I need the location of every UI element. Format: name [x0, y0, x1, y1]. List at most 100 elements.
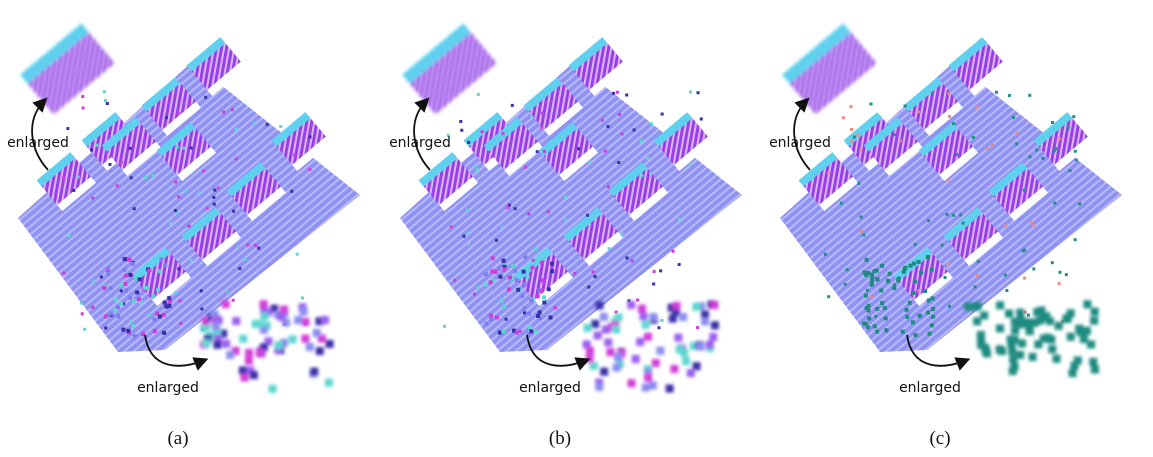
inset-point — [306, 343, 314, 351]
point — [80, 301, 83, 304]
point — [844, 283, 847, 286]
point — [93, 280, 96, 283]
inset-point — [1062, 315, 1070, 323]
panel: enlargedenlarged(c) — [769, 23, 1122, 449]
inset-point — [1033, 308, 1041, 316]
tree-point — [927, 332, 931, 336]
point — [986, 147, 989, 150]
point — [973, 285, 976, 288]
tree-point — [870, 279, 874, 283]
point — [466, 209, 469, 212]
panel: enlargedenlarged(a) — [7, 23, 360, 449]
tree-point — [931, 296, 935, 300]
point — [948, 305, 951, 308]
tree-point — [862, 322, 866, 326]
tree-point — [137, 297, 141, 301]
tree-point — [873, 324, 877, 328]
inset-point — [1025, 325, 1033, 333]
point — [608, 247, 611, 250]
point — [523, 311, 526, 314]
point — [462, 235, 465, 238]
point — [1072, 115, 1075, 118]
point — [244, 257, 247, 260]
inset-point — [701, 317, 709, 325]
point — [202, 169, 205, 172]
point — [450, 225, 453, 228]
point — [169, 222, 172, 225]
point — [120, 161, 123, 164]
tree-point — [525, 266, 529, 270]
tree-point — [883, 306, 887, 310]
point — [959, 213, 962, 216]
tree-point — [143, 286, 147, 290]
point — [148, 313, 151, 316]
inset-point — [316, 347, 324, 355]
point — [601, 119, 604, 122]
tree-point — [515, 278, 519, 282]
inset-point — [260, 300, 268, 308]
inset-point — [649, 313, 657, 321]
tree-point — [886, 279, 890, 283]
tree-point — [917, 260, 921, 264]
point — [536, 150, 539, 153]
tree-point — [923, 289, 927, 293]
inset-point — [1016, 351, 1024, 359]
inset-point — [682, 357, 690, 365]
inset-point — [212, 322, 220, 330]
point — [849, 105, 852, 108]
point — [213, 189, 216, 192]
inset-point — [596, 301, 604, 309]
inset-point — [636, 338, 644, 346]
point — [856, 133, 859, 136]
point — [476, 168, 479, 171]
tree-point — [497, 267, 501, 271]
point — [184, 190, 187, 193]
point — [617, 161, 620, 164]
point — [853, 136, 856, 139]
tree-point — [926, 255, 930, 259]
tree-point — [522, 270, 526, 274]
point — [1023, 189, 1026, 192]
inset-point — [606, 348, 614, 356]
tree-point — [523, 255, 527, 259]
tree-point — [508, 276, 512, 280]
tree-point — [520, 294, 524, 298]
tree-point — [123, 282, 127, 286]
point — [842, 116, 845, 119]
inset-point — [602, 325, 610, 333]
point — [1058, 271, 1061, 274]
point — [477, 286, 480, 289]
point — [165, 116, 168, 119]
point — [1033, 225, 1036, 228]
inset-point — [202, 339, 210, 347]
inset-point — [277, 313, 285, 321]
tree-point — [138, 277, 142, 281]
tree-point — [121, 328, 125, 332]
point — [1027, 314, 1030, 317]
point — [237, 245, 240, 248]
point — [947, 179, 950, 182]
inset-point — [642, 384, 650, 392]
tree-point — [875, 269, 879, 273]
point — [530, 115, 533, 118]
point — [941, 243, 944, 246]
inset-point — [241, 374, 249, 382]
point — [948, 115, 951, 118]
point — [179, 322, 182, 325]
tree-point — [550, 262, 554, 266]
tree-point — [489, 314, 493, 318]
point — [177, 267, 180, 270]
point — [621, 233, 624, 236]
point — [95, 144, 98, 147]
inset-point — [321, 316, 329, 324]
panel-caption: (c) — [929, 428, 950, 449]
tree-point — [515, 330, 519, 334]
point — [246, 243, 249, 246]
point — [893, 133, 896, 136]
point — [962, 222, 965, 225]
point — [696, 326, 699, 329]
tree-point — [124, 274, 128, 278]
point — [1015, 142, 1018, 145]
inset-point — [274, 341, 282, 349]
point — [1074, 150, 1077, 153]
